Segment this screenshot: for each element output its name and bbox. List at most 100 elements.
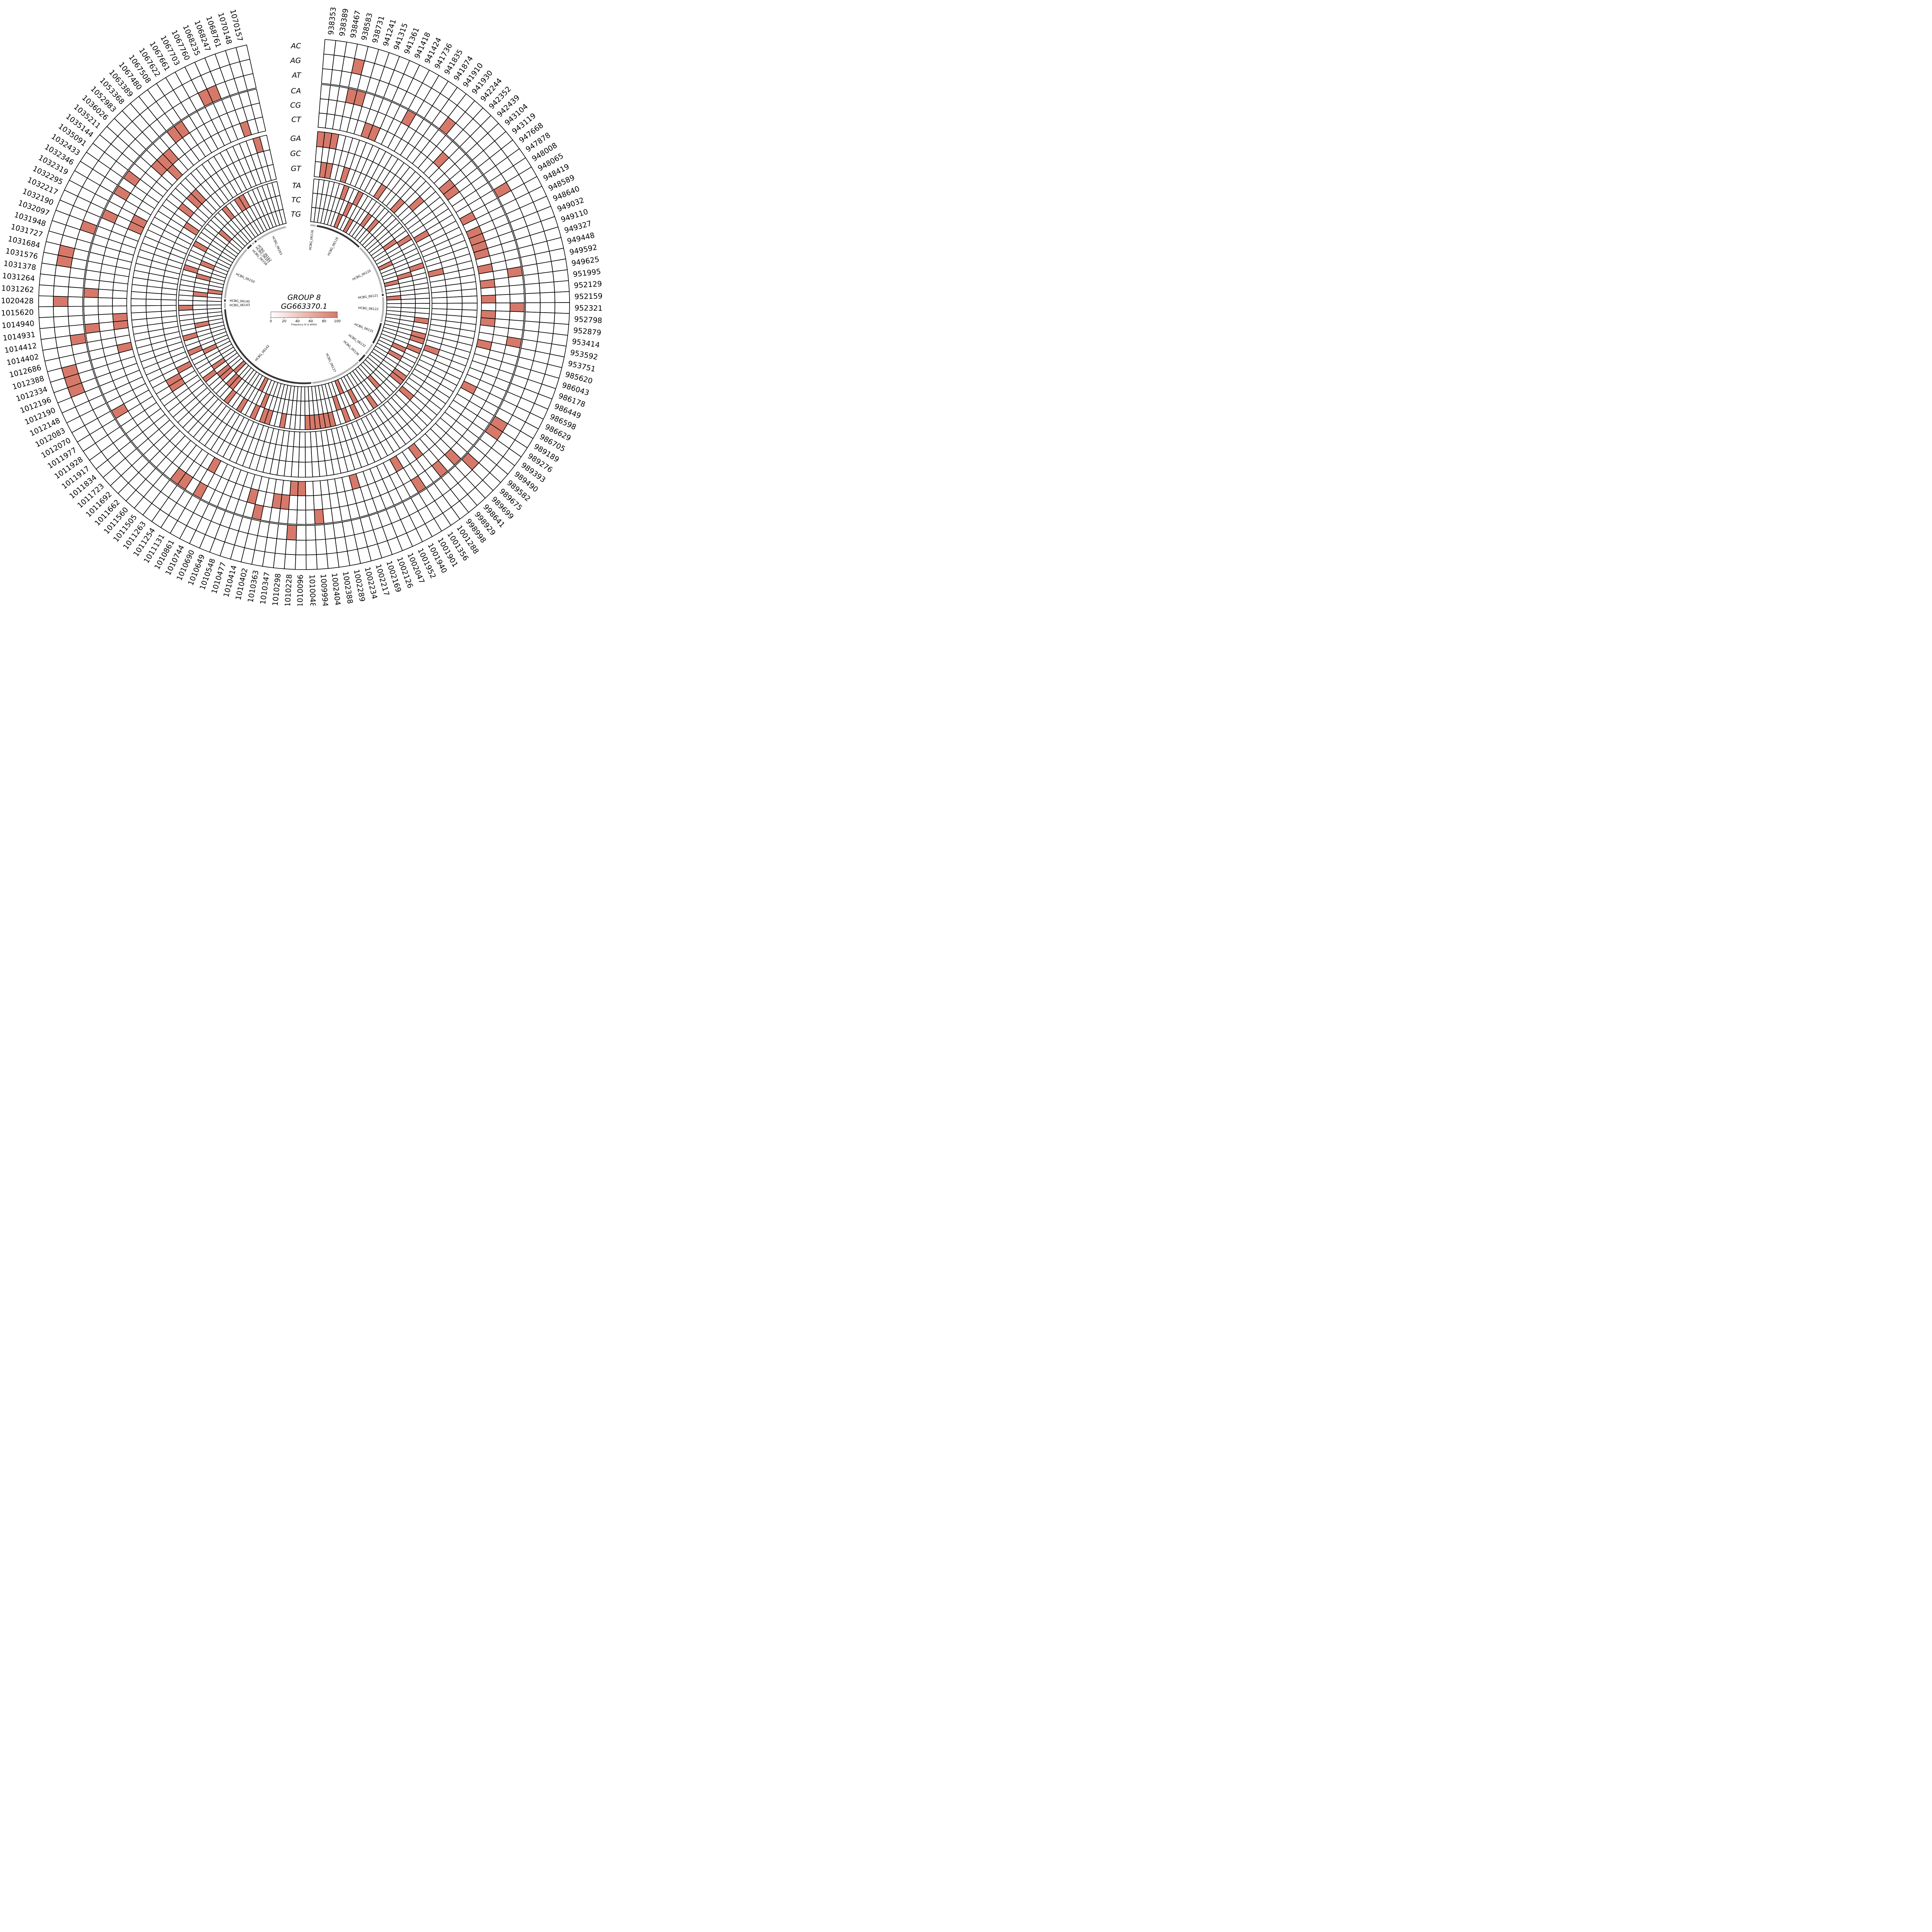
- heatmap-cell: [38, 284, 54, 297]
- heatmap-cell: [285, 539, 297, 555]
- heatmap-cell: [146, 299, 162, 306]
- heatmap-cell: [192, 304, 208, 310]
- heatmap-cell: [321, 493, 332, 510]
- heatmap-cell: [524, 311, 541, 323]
- heatmap-cell: [537, 271, 554, 284]
- heatmap-cell: [98, 289, 114, 299]
- heatmap-cell: [296, 525, 306, 541]
- substitution-labels: AC AG AT CA CG CT GA GC GT TA TC TG: [289, 42, 301, 219]
- heatmap-cell: [523, 273, 540, 285]
- heatmap-cell: [304, 415, 311, 430]
- heatmap-cell: [267, 164, 277, 181]
- colorbar-tick-label: 40: [295, 320, 300, 323]
- heatmap-cell: [112, 290, 128, 299]
- gene-arc: [257, 226, 286, 241]
- heatmap-cell: [431, 291, 447, 299]
- heatmap-cell: [415, 298, 430, 304]
- heatmap-cell: [315, 539, 327, 555]
- position-label: 952159: [574, 292, 602, 301]
- substitution-label: GC: [290, 150, 301, 158]
- gene-label: HCBG_06131: [354, 323, 374, 333]
- heatmap-cell: [386, 299, 401, 304]
- heatmap-cell: [495, 286, 510, 296]
- heatmap-cell: [298, 461, 306, 478]
- colorbar-tick-label: 20: [282, 320, 287, 323]
- substitution-label: GT: [291, 165, 302, 173]
- heatmap-cell: [554, 313, 570, 325]
- heatmap-cell: [83, 314, 100, 325]
- position-label: 1020428: [1, 297, 34, 306]
- position-label: 1010347: [259, 571, 271, 605]
- heatmap-cell: [461, 288, 478, 297]
- heatmap-cell: [112, 298, 128, 306]
- heatmap-cell: [299, 431, 306, 447]
- heatmap-cell: [284, 554, 296, 570]
- gene-arc: [312, 361, 359, 384]
- heatmap-cell: [289, 480, 299, 496]
- heatmap-cell: [446, 296, 463, 304]
- heatmap-cell: [131, 305, 147, 313]
- heatmap-cell: [98, 306, 113, 315]
- position-label: 949592: [569, 243, 598, 257]
- heatmap-cell: [298, 446, 306, 463]
- substitution-label: AC: [290, 42, 301, 50]
- position-label: 949625: [571, 255, 600, 268]
- heatmap-cell: [68, 286, 84, 298]
- heatmap-cell: [323, 39, 337, 56]
- position-label: 951995: [573, 267, 601, 279]
- heatmap-cell: [525, 293, 541, 303]
- chart-subtitle: GG663370.1: [281, 302, 327, 311]
- heatmap-cell: [315, 524, 326, 541]
- heatmap-cell: [299, 415, 306, 430]
- gene-arc: [224, 309, 311, 384]
- heatmap-cell: [273, 553, 286, 569]
- heatmap-cell: [146, 311, 162, 319]
- heatmap-cell: [552, 269, 569, 282]
- heatmap-cell: [480, 287, 496, 296]
- colorbar: [270, 311, 338, 318]
- gene-arc: [224, 249, 248, 299]
- substitution-label: TG: [291, 210, 301, 219]
- position-label: 1031576: [5, 247, 39, 261]
- heatmap-cell: [68, 296, 83, 307]
- heatmap-cell: [306, 554, 318, 570]
- gene-arc: [247, 244, 252, 250]
- heatmap-cell: [53, 296, 69, 307]
- heatmap-cell: [461, 296, 478, 304]
- position-label: 1010096: [296, 575, 305, 605]
- heatmap-cell: [524, 283, 541, 294]
- gene-arc: [358, 354, 366, 362]
- position-label: 1014940: [2, 319, 35, 330]
- position-label: 953592: [570, 348, 599, 362]
- heatmap-cell: [554, 302, 570, 314]
- position-label: 1031262: [1, 284, 34, 294]
- gene-arc: [365, 344, 373, 355]
- heatmap-cell: [296, 509, 306, 525]
- heatmap-cell: [99, 321, 115, 332]
- heatmap-cell: [306, 539, 317, 555]
- heatmap-cell: [481, 294, 496, 304]
- position-label: 953414: [571, 337, 600, 350]
- heatmap-cell: [131, 298, 147, 306]
- heatmap-cell: [295, 539, 306, 555]
- substitution-label: CG: [290, 101, 301, 110]
- heatmap-cell: [312, 480, 322, 496]
- position-label: 952798: [574, 315, 602, 325]
- position-label: 1031378: [3, 259, 37, 272]
- heatmap-cell: [53, 306, 69, 317]
- heatmap-cell: [53, 285, 69, 297]
- heatmap-cell: [493, 277, 510, 288]
- heatmap-cell: [54, 325, 71, 338]
- heatmap-cell: [286, 524, 297, 541]
- heatmap-cell: [311, 461, 320, 478]
- heatmap-cell: [68, 315, 84, 327]
- heatmap-cell: [207, 304, 222, 310]
- heatmap-cell: [254, 116, 266, 133]
- position-label: 1002404: [330, 572, 342, 605]
- heatmap-cell: [509, 284, 525, 295]
- heatmap-cell: [131, 312, 147, 321]
- heatmap-cell: [415, 303, 430, 309]
- heatmap-cell: [53, 316, 70, 328]
- heatmap-cell: [83, 287, 99, 298]
- heatmap-cell: [509, 293, 525, 303]
